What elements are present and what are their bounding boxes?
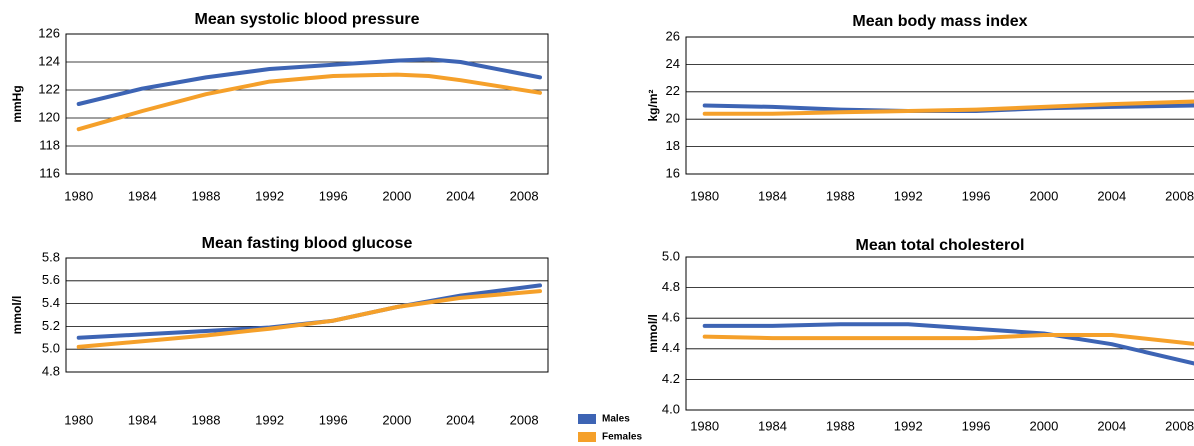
- legend-swatch: [578, 414, 596, 424]
- y-tick-label: 5.0: [662, 248, 680, 263]
- y-tick-label: 120: [38, 109, 60, 124]
- y-tick-label: 4.8: [662, 279, 680, 294]
- y-tick-label: 4.0: [662, 401, 680, 416]
- y-tick-label: 5.8: [42, 249, 60, 264]
- series-line: [76, 57, 542, 106]
- y-tick-label: 4.2: [662, 371, 680, 386]
- x-tick-label: 1980: [690, 418, 719, 433]
- chart-panel: Mean fasting blood glucose mmol/l 4.8 5.0 5.…: [10, 235, 549, 427]
- x-tick-label: 1992: [255, 412, 284, 427]
- y-tick-label: 26: [666, 28, 680, 43]
- plot-frame: [685, 256, 1194, 411]
- y-tick-label: 126: [38, 25, 60, 40]
- x-tick-label: 1984: [128, 188, 157, 203]
- chart-title: Mean body mass index: [852, 13, 1027, 30]
- x-tick-label: 1980: [690, 188, 719, 203]
- x-tick-label: 1992: [255, 188, 284, 203]
- y-tick-label: 122: [38, 81, 60, 96]
- legend-label: Females: [602, 432, 642, 443]
- x-tick-label: 2004: [446, 412, 475, 427]
- y-tick-label: 5.2: [42, 318, 60, 333]
- y-axis-label: mmol/l: [646, 314, 660, 353]
- x-tick-label: 2008: [510, 412, 539, 427]
- y-axis-label: mmHg: [10, 85, 24, 122]
- x-tick-label: 1988: [826, 418, 855, 433]
- y-tick-label: 118: [39, 137, 60, 152]
- y-tick-label: 5.0: [42, 341, 60, 356]
- chart-panel: Mean body mass index kg/m² 16 18 20 22 24 26 198…: [646, 13, 1194, 203]
- y-tick-label: 124: [38, 53, 60, 68]
- x-tick-label: 1984: [758, 188, 787, 203]
- x-tick-label: 1984: [758, 418, 787, 433]
- x-tick-label: 2008: [510, 188, 539, 203]
- legend-swatch: [578, 432, 596, 442]
- y-tick-label: 16: [666, 165, 680, 180]
- x-tick-label: 1988: [192, 188, 221, 203]
- x-tick-label: 1988: [826, 188, 855, 203]
- series-line: [76, 72, 542, 132]
- y-tick-label: 22: [666, 83, 680, 98]
- y-tick-label: 24: [666, 56, 680, 71]
- x-tick-label: 1980: [64, 412, 93, 427]
- chart-title: Mean systolic blood pressure: [195, 11, 420, 28]
- x-tick-label: 1996: [319, 188, 348, 203]
- x-tick-label: 2004: [446, 188, 475, 203]
- y-tick-label: 4.4: [662, 340, 680, 355]
- series-line: [702, 322, 1194, 366]
- x-tick-label: 2000: [382, 188, 411, 203]
- series-line: [76, 283, 542, 340]
- chart-panel: Mean total cholesterol mmol/l 4.0 4.2 4.4 4.6…: [646, 237, 1194, 433]
- y-tick-label: 5.6: [42, 272, 60, 287]
- y-tick-label: 18: [666, 138, 680, 153]
- legend-label: Males: [602, 414, 630, 425]
- plot-frame: [65, 257, 549, 373]
- y-tick-label: 4.8: [42, 363, 60, 378]
- x-tick-label: 1996: [319, 412, 348, 427]
- x-tick-label: 2000: [1029, 188, 1058, 203]
- x-tick-label: 1996: [962, 418, 991, 433]
- x-tick-label: 1984: [128, 412, 157, 427]
- series-line: [76, 289, 542, 349]
- y-axis-label: kg/m²: [646, 89, 660, 121]
- series-line: [702, 333, 1194, 346]
- x-tick-label: 2000: [382, 412, 411, 427]
- x-tick-label: 2008: [1165, 188, 1194, 203]
- chart-title: Mean total cholesterol: [856, 237, 1025, 254]
- x-tick-label: 1980: [64, 188, 93, 203]
- y-tick-label: 116: [39, 165, 60, 180]
- x-tick-label: 1992: [894, 188, 923, 203]
- y-tick-label: 4.6: [662, 310, 680, 325]
- y-axis-label: mmol/l: [10, 296, 24, 335]
- x-tick-label: 1992: [894, 418, 923, 433]
- x-tick-label: 2008: [1165, 418, 1194, 433]
- series-line: [702, 99, 1194, 116]
- plot-frame: [685, 36, 1194, 175]
- plot-frame: [65, 33, 549, 175]
- x-tick-label: 2000: [1029, 418, 1058, 433]
- chart-title: Mean fasting blood glucose: [202, 235, 413, 252]
- legend: Males Females: [578, 414, 642, 443]
- x-tick-label: 1996: [962, 188, 991, 203]
- y-tick-label: 20: [666, 111, 680, 126]
- x-tick-label: 2004: [1097, 418, 1126, 433]
- x-tick-label: 2004: [1097, 188, 1126, 203]
- y-tick-label: 5.4: [42, 295, 60, 310]
- x-tick-label: 1988: [192, 412, 221, 427]
- chart-panel: Mean systolic blood pressure mmHg 116 118 12…: [10, 11, 549, 203]
